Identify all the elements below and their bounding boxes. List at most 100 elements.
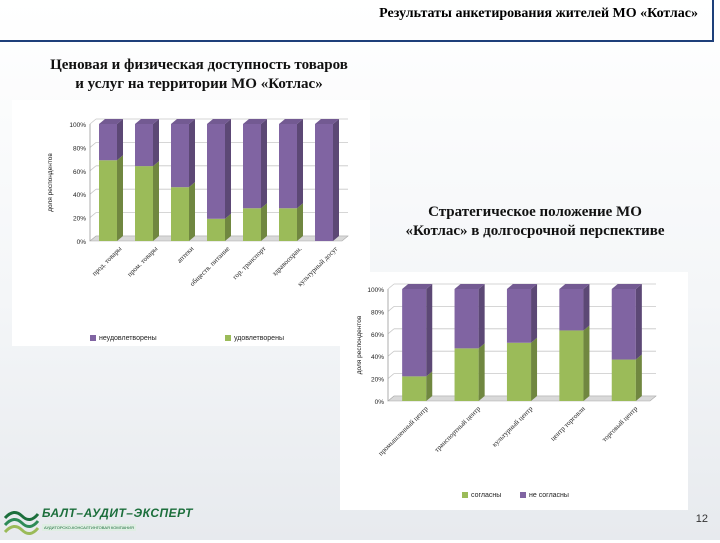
bar-b	[315, 124, 333, 241]
chart1-svg: 0% 20% 40% 60% 80% 100% доля респондентов прод.…	[47, 118, 349, 342]
bar-b	[171, 124, 189, 188]
y-tick-label: 80%	[73, 145, 86, 152]
legend-swatch	[90, 335, 96, 341]
x-tick-label: прод. товары	[90, 245, 123, 278]
page-number: 12	[695, 513, 708, 525]
bar-b	[207, 124, 225, 219]
bar-side	[117, 119, 123, 161]
y-tick-label: 0%	[77, 239, 87, 246]
bar-side	[426, 284, 433, 377]
legend-swatch	[520, 492, 526, 498]
bar-side	[225, 213, 231, 241]
legend-label: не согласны	[529, 492, 569, 499]
bar-a	[506, 342, 532, 401]
gridline-side	[89, 165, 97, 172]
bar-top	[135, 119, 159, 124]
logo-wave-icon	[3, 511, 40, 535]
x-tick-label: центр торговли	[549, 405, 587, 443]
legend-label: согласны	[471, 492, 501, 499]
y-tick-label: 20%	[73, 216, 86, 223]
bar-a	[171, 187, 189, 241]
y-tick-label: 60%	[73, 169, 86, 176]
bar-b	[135, 124, 153, 167]
y-tick-label: 80%	[371, 309, 384, 316]
x-tick-label: аптеки	[176, 245, 196, 265]
bar-a	[611, 359, 636, 401]
gridline-side	[89, 142, 97, 148]
gridline-side	[387, 283, 395, 290]
bar-top	[171, 119, 195, 124]
bar-side	[117, 155, 123, 241]
bar-a	[243, 208, 261, 241]
bar-a	[135, 166, 153, 241]
bar-a	[454, 348, 479, 401]
logo-subtitle: АУДИТОРСКО-КОНСАЛТИНГОВАЯ КОМПАНИЯ	[42, 524, 136, 531]
gridline-side	[387, 328, 395, 335]
bar-top	[243, 119, 267, 124]
bar-top	[454, 284, 485, 289]
y-tick-label: 100%	[69, 122, 86, 129]
bar-side	[297, 203, 303, 241]
x-tick-label: торговый центр	[600, 404, 639, 443]
bar-a	[99, 160, 117, 241]
gridline-side	[89, 212, 97, 218]
bar-top	[315, 119, 339, 124]
bar-top	[559, 284, 590, 289]
bar-side	[583, 284, 590, 331]
gridline-side	[387, 306, 395, 312]
bar-side	[261, 203, 267, 241]
bar-b	[279, 124, 297, 209]
page-title: Результаты анкетирования жителей МО «Кот…	[379, 6, 698, 21]
bar-side	[635, 284, 642, 360]
legend-label: удовлетворены	[234, 335, 284, 342]
bar-side	[189, 182, 195, 241]
chart1-panel: 0% 20% 40% 60% 80% 100% доля респондентов прод.…	[12, 100, 370, 346]
gridline-side	[387, 350, 395, 357]
bar-top	[506, 284, 538, 289]
bar-b	[99, 124, 117, 161]
gridline-side	[89, 118, 97, 125]
bar-top	[279, 119, 303, 124]
gridline-side	[387, 373, 395, 379]
y-tick-label: 0%	[375, 399, 385, 406]
bar-a	[402, 376, 427, 401]
bar-a	[279, 208, 297, 241]
chart2-title-line1: Стратегическое положение МО	[428, 204, 642, 220]
bar-b	[506, 289, 532, 343]
bar-b	[454, 289, 479, 349]
x-tick-label: обществ. питание	[188, 245, 231, 288]
bar-b	[243, 124, 261, 209]
x-tick-label: здравоохран.	[271, 245, 304, 278]
bar-side	[478, 284, 485, 349]
bar-top	[402, 284, 433, 289]
x-tick-label: пром. товары	[126, 245, 160, 279]
y-tick-label: 40%	[73, 192, 86, 199]
bar-b	[611, 289, 636, 360]
bar-a	[207, 218, 225, 241]
chart2-svg: 0% 20% 40% 60% 80% 100% доля респондентов промы…	[356, 283, 657, 499]
bar-side	[153, 161, 159, 241]
gridline-side	[89, 188, 97, 195]
y-tick-label: 20%	[371, 377, 384, 384]
chart2-title: Стратегическое положение МО «Котлас» в д…	[370, 203, 700, 241]
bar-side	[333, 119, 339, 241]
bar-top	[99, 119, 123, 124]
bar-side	[297, 119, 303, 209]
bar-side	[635, 354, 642, 401]
bar-side	[153, 119, 159, 167]
bar-top	[611, 284, 642, 289]
bar-side	[583, 325, 590, 401]
y-tick-label: 60%	[371, 332, 384, 339]
legend-label: неудовлетворены	[99, 335, 157, 342]
x-tick-label: гор. транспорт	[231, 245, 267, 281]
header-bar: Результаты анкетирования жителей МО «Кот…	[0, 0, 714, 42]
bar-top	[207, 119, 231, 124]
bar-side	[225, 119, 231, 219]
bar-side	[189, 119, 195, 188]
legend-swatch	[225, 335, 231, 341]
bar-b	[402, 289, 427, 377]
bar-side	[478, 343, 485, 401]
chart1-title-line2: и услуг на территории МО «Котлас»	[75, 76, 323, 92]
x-tick-label: культурный центр	[491, 404, 535, 448]
logo-name: БАЛТ–АУДИТ–ЭКСПЕРТ	[42, 506, 194, 520]
